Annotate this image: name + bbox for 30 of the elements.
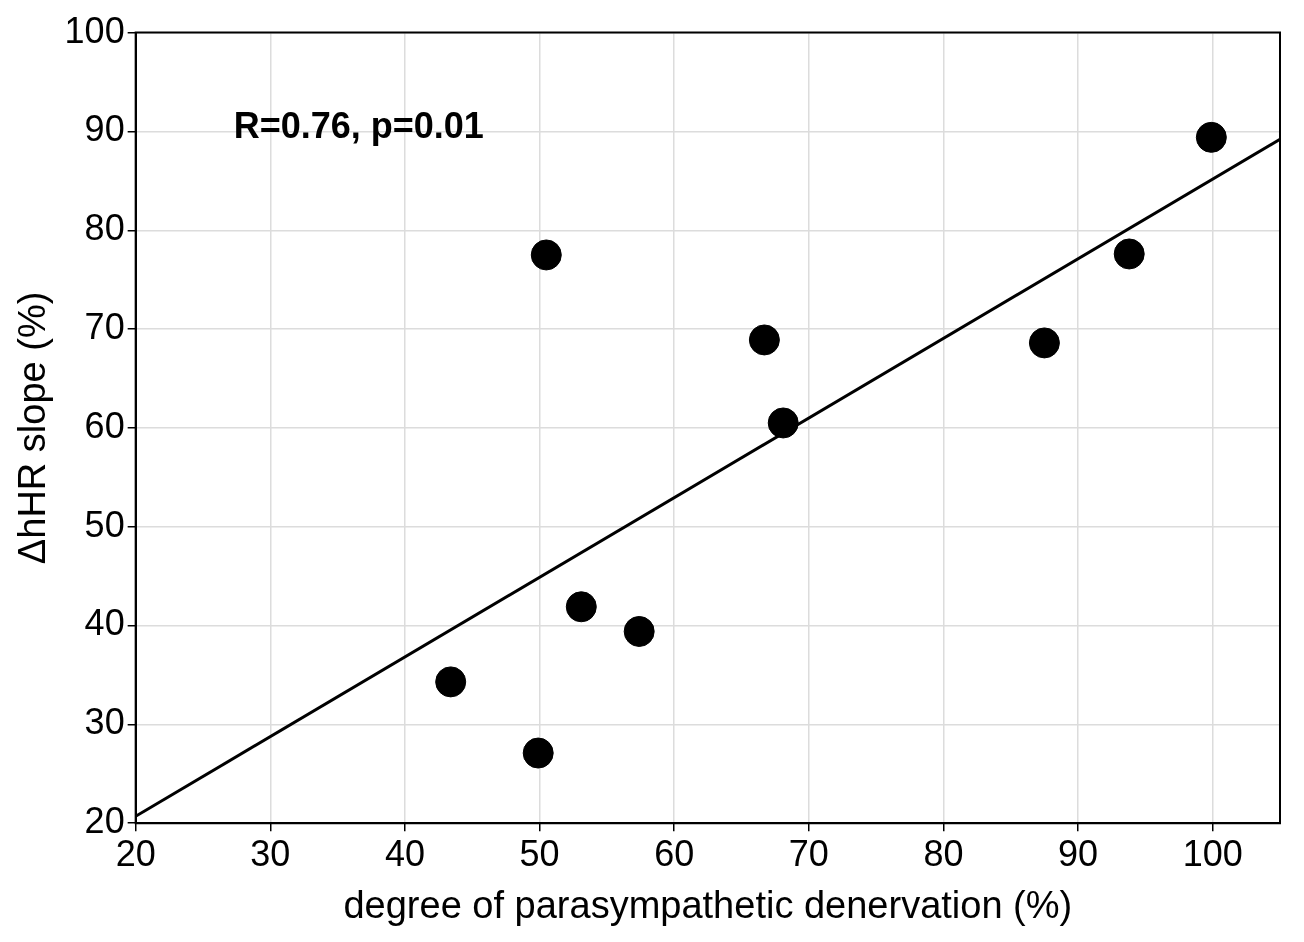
point xyxy=(623,615,655,647)
x-tick-label: 70 xyxy=(788,832,829,874)
point xyxy=(748,324,780,356)
x-tick-label: 20 xyxy=(115,832,156,874)
y-tick-label: 50 xyxy=(84,503,125,545)
x-tick-label: 60 xyxy=(654,832,695,874)
point xyxy=(1195,121,1227,153)
y-tick-label: 60 xyxy=(84,404,125,446)
point xyxy=(1113,238,1145,270)
point xyxy=(1028,327,1060,359)
y-tick-label: 100 xyxy=(64,9,125,51)
y-tick-label: 80 xyxy=(84,207,125,249)
x-axis-title: degree of parasympathetic denervation (%) xyxy=(343,883,1073,926)
point xyxy=(435,666,467,698)
annotation: R=0.76, p=0.01 xyxy=(233,104,484,146)
x-tick-label: 80 xyxy=(923,832,964,874)
point xyxy=(522,737,554,769)
point xyxy=(565,591,597,623)
x-tick-label: 50 xyxy=(519,832,560,874)
x-tick-label: 40 xyxy=(384,832,425,874)
y-axis-title: ΔhHR slope (%) xyxy=(11,291,54,565)
x-tick-label: 30 xyxy=(250,832,291,874)
x-tick-label: 90 xyxy=(1058,832,1099,874)
point xyxy=(767,407,799,439)
x-tick-label: 100 xyxy=(1182,832,1243,874)
y-tick-label: 30 xyxy=(84,701,125,743)
point xyxy=(530,239,562,271)
y-tick-label: 70 xyxy=(84,306,125,347)
y-tick-label: 40 xyxy=(84,602,125,644)
y-tick-label: 90 xyxy=(84,108,125,150)
